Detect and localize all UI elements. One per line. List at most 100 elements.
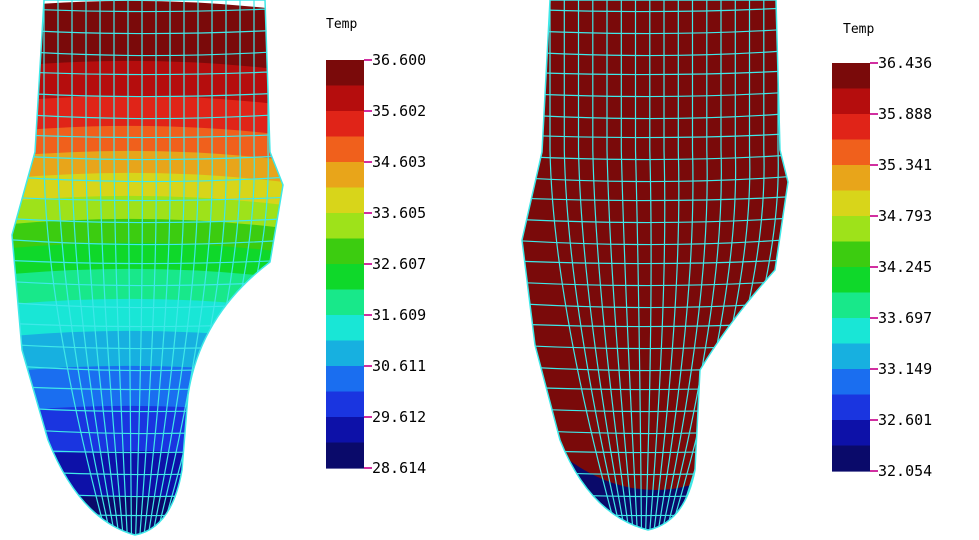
tick-label: 36.436 <box>878 54 932 72</box>
mesh-line <box>154 0 213 535</box>
colorbar-band <box>832 292 870 319</box>
mesh-line <box>127 0 133 535</box>
colorbar-band <box>832 88 870 115</box>
mesh-line <box>12 26 283 35</box>
shape-outline <box>521 0 789 531</box>
mesh-line <box>85 0 121 535</box>
mesh-line <box>146 0 185 535</box>
contour-band <box>12 60 283 109</box>
mesh-line <box>563 0 623 530</box>
colorbar-band <box>832 190 870 217</box>
mesh-line <box>12 299 283 309</box>
tick-label: 32.054 <box>878 462 932 480</box>
colorbar-band <box>832 241 870 268</box>
colorbar-bands-right <box>832 63 870 472</box>
figure-right: Temp 36.436 35.888 35.341 34.793 34.245 … <box>490 0 979 540</box>
temperature-plot-right: Temp 36.436 35.888 35.341 34.793 34.245 … <box>490 0 932 538</box>
colorbar-band <box>326 111 364 138</box>
mesh-line <box>12 362 283 372</box>
mesh-line <box>12 47 283 57</box>
mesh-line <box>71 0 117 535</box>
colorbar-band <box>326 85 364 112</box>
colorbar-band <box>326 238 364 265</box>
mesh-line <box>644 0 652 530</box>
mesh-line <box>522 173 788 183</box>
mesh-line <box>142 0 171 535</box>
colorbar-band <box>326 187 364 214</box>
tick-label: 31.609 <box>372 306 426 324</box>
mesh-line <box>652 0 680 530</box>
mesh-line <box>12 257 283 265</box>
mesh-line <box>12 194 283 202</box>
mesh-line <box>12 278 283 287</box>
mesh-line <box>12 173 283 183</box>
mesh-line <box>57 0 113 535</box>
temperature-plot-left: Temp 36.600 35.602 34.603 33.605 32.607 … <box>11 0 426 536</box>
colorbar-left: Temp 36.600 35.602 34.603 33.605 32.607 … <box>326 17 426 477</box>
tick-label: 33.605 <box>372 204 426 222</box>
colorbar-title-right: Temp <box>843 22 874 37</box>
mesh-line <box>12 383 283 391</box>
mesh-line <box>634 0 643 530</box>
colorbar-band <box>326 442 364 469</box>
colorbar-band <box>832 139 870 166</box>
colorbar-band <box>326 289 364 316</box>
mesh-line <box>592 0 631 530</box>
tick-label: 34.793 <box>878 207 932 225</box>
colorbar-band <box>832 114 870 141</box>
colorbar-band <box>832 420 870 447</box>
mesh-line <box>12 68 283 76</box>
colorbar-band <box>832 369 870 396</box>
mesh-line <box>12 215 283 224</box>
colorbar-band <box>832 394 870 421</box>
colorbar-band <box>326 340 364 367</box>
tick-label: 29.612 <box>372 408 426 426</box>
colorbar-band <box>832 216 870 243</box>
colorbar-band <box>832 343 870 370</box>
mesh-line <box>12 530 283 535</box>
colorbar-band <box>832 445 870 472</box>
mesh-line <box>656 0 694 530</box>
mesh-line <box>99 0 125 535</box>
tick-label: 35.888 <box>878 105 932 123</box>
tick-label: 34.603 <box>372 153 426 171</box>
tick-label: 33.697 <box>878 309 932 327</box>
colorbar-band <box>326 417 364 444</box>
colorbar-bands-left <box>326 60 364 469</box>
colorbar-band <box>326 136 364 163</box>
mesh-line <box>490 531 820 538</box>
mesh-line <box>138 0 157 535</box>
mesh-line <box>12 320 283 328</box>
contour-shape-left <box>11 0 284 536</box>
mesh-line <box>648 0 666 530</box>
colorbar-title-left: Temp <box>326 17 357 32</box>
contour-band <box>12 0 283 74</box>
colorbar-band <box>832 318 870 345</box>
tick-label: 30.611 <box>372 357 426 375</box>
mesh-line <box>113 0 129 535</box>
colorbar-band <box>832 165 870 192</box>
colorbar-band <box>326 315 364 342</box>
mesh-line <box>134 0 143 535</box>
colorbar-band <box>832 63 870 90</box>
mesh-line <box>660 0 708 530</box>
mesh-line <box>12 152 283 161</box>
mesh-line <box>12 131 283 139</box>
mesh-line <box>12 404 283 413</box>
mesh-line <box>150 0 199 535</box>
tick-label: 32.601 <box>878 411 932 429</box>
colorbar-band <box>326 366 364 393</box>
colorbar-band <box>326 391 364 418</box>
mesh-line <box>606 0 635 530</box>
tick-label: 34.245 <box>878 258 932 276</box>
mesh-line <box>522 194 788 202</box>
mesh-line <box>620 0 639 530</box>
colorbar-band <box>326 60 364 87</box>
colorbar-band <box>326 162 364 189</box>
colorbar-band <box>326 264 364 291</box>
tick-label: 36.600 <box>372 51 426 69</box>
colorbar-band <box>326 213 364 240</box>
colorbar-right: Temp 36.436 35.888 35.341 34.793 34.245 … <box>832 22 932 480</box>
contour-shape-right <box>521 0 789 531</box>
mesh-line <box>664 0 722 530</box>
